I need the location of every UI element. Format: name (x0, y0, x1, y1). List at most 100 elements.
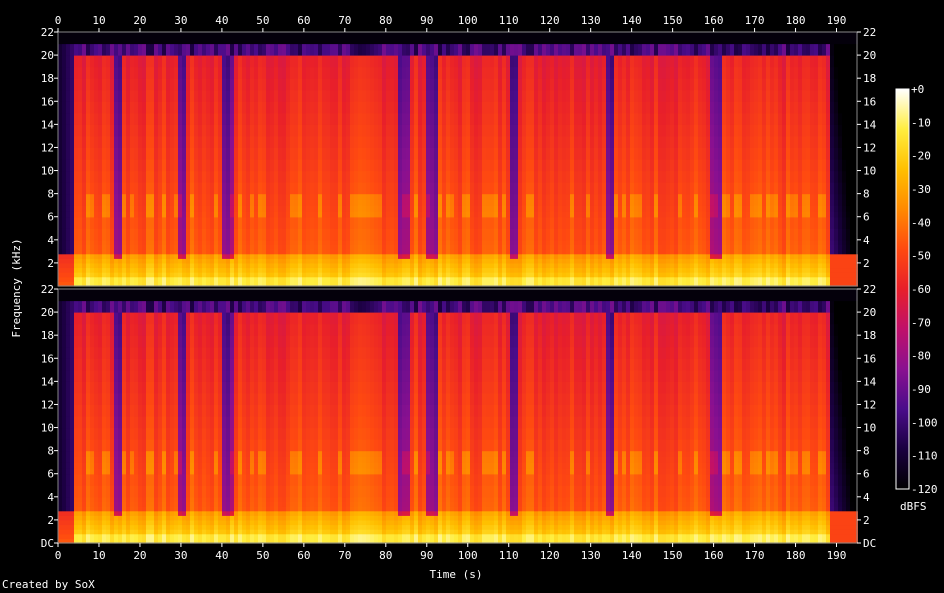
spectrogram-cell (710, 211, 714, 218)
spectrogram-cell (578, 253, 582, 259)
spectrogram-cell (310, 281, 314, 287)
spectrogram-cell (246, 159, 250, 172)
spectrogram-cell (74, 262, 78, 269)
spectrogram-cell (346, 55, 350, 68)
spectrogram-cell (474, 101, 478, 114)
spectrogram-cell (90, 249, 94, 255)
spectrogram-cell (566, 244, 570, 250)
spectrogram-cell (294, 182, 298, 195)
spectrogram-cell (530, 199, 534, 206)
spectrogram-cell (394, 239, 398, 245)
spectrogram-cell (690, 211, 694, 218)
spectrogram-cell (362, 281, 366, 287)
spectrogram-cell (318, 147, 322, 160)
spectrogram-cell (294, 228, 298, 241)
spectrogram-cell (294, 276, 298, 282)
spectrogram-cell (694, 170, 698, 183)
spectrogram-cell (610, 78, 614, 91)
spectrogram-cell (662, 112, 666, 125)
spectrogram-cell (138, 267, 142, 273)
spectrogram-cell (430, 244, 434, 250)
spectrogram-cell (674, 253, 678, 259)
spectrogram-cell (574, 135, 578, 148)
spectrogram-cell (542, 170, 546, 183)
spectrogram-cell (414, 32, 418, 45)
spectrogram-cell (538, 216, 542, 229)
spectrogram-cell (226, 101, 230, 114)
spectrogram-cell (602, 147, 606, 160)
spectrogram-cell (430, 281, 434, 287)
spectrogram-cell (58, 182, 62, 195)
spectrogram-cell (690, 272, 694, 278)
spectrogram-cell (518, 182, 522, 195)
spectrogram-cell (570, 182, 574, 195)
spectrogram-cell (646, 253, 650, 259)
spectrogram-cell (226, 55, 230, 68)
spectrogram-cell (326, 267, 330, 273)
spectrogram-cell (102, 159, 106, 172)
spectrogram-cell (90, 147, 94, 160)
spectrogram-cell (506, 281, 510, 287)
spectrogram-cell (666, 112, 670, 125)
spectrogram-cell (314, 272, 318, 278)
spectrogram-cell (86, 170, 90, 183)
spectrogram-cell (338, 159, 342, 172)
spectrogram-cell (238, 135, 242, 148)
spectrogram-cell (318, 199, 322, 206)
spectrogram-cell (238, 211, 242, 218)
spectrogram-cell (414, 205, 418, 212)
spectrogram-cell (286, 78, 290, 91)
spectrogram-cell (610, 249, 614, 255)
spectrogram-cell (182, 170, 186, 183)
spectrogram-cell (470, 135, 474, 148)
spectrogram-cell (422, 253, 426, 259)
spectrogram-cell (526, 32, 530, 45)
spectrogram-cell (602, 253, 606, 259)
spectrogram-cell (618, 211, 622, 218)
spectrogram-cell (350, 205, 354, 212)
spectrogram-cell (678, 258, 682, 264)
spectrogram-cell (438, 43, 442, 56)
spectrogram-cell (426, 216, 430, 229)
spectrogram-cell (606, 258, 610, 264)
spectrogram-cell (338, 66, 342, 79)
spectrogram-cell (682, 276, 686, 282)
spectrogram-cell (162, 199, 166, 206)
spectrogram-cell (286, 170, 290, 183)
spectrogram-cell (462, 267, 466, 273)
spectrogram-cell (286, 244, 290, 250)
spectrogram-cell (290, 253, 294, 259)
spectrogram-cell (462, 135, 466, 148)
spectrogram-cell (90, 272, 94, 278)
spectrogram-cell (426, 253, 430, 259)
spectrogram-cell (266, 147, 270, 160)
spectrogram-cell (698, 262, 702, 269)
spectrogram-cell (582, 135, 586, 148)
spectrogram-cell (498, 193, 502, 200)
spectrogram-cell (150, 89, 154, 102)
spectrogram-cell (666, 276, 670, 282)
spectrogram-cell (578, 182, 582, 195)
spectrogram-cell (106, 170, 110, 183)
spectrogram-cell (230, 281, 234, 287)
spectrogram-cell (194, 78, 198, 91)
spectrogram-cell (714, 276, 718, 282)
spectrogram-cell (714, 281, 718, 287)
spectrogram-cell (586, 43, 590, 56)
spectrogram-cell (430, 193, 434, 200)
spectrogram-cell (74, 55, 78, 68)
spectrogram-cell (242, 228, 246, 241)
spectrogram-cell (130, 253, 134, 259)
spectrogram-cell (534, 199, 538, 206)
spectrogram-cell (454, 182, 458, 195)
spectrogram-cell (574, 78, 578, 91)
spectrogram-cell (130, 211, 134, 218)
spectrogram-cell (158, 182, 162, 195)
spectrogram-cell (574, 281, 578, 287)
spectrogram-cell (626, 159, 630, 172)
spectrogram-cell (558, 159, 562, 172)
spectrogram-cell (686, 205, 690, 212)
spectrogram-cell (362, 199, 366, 206)
spectrogram-cell (150, 199, 154, 206)
spectrogram-cell (174, 228, 178, 241)
